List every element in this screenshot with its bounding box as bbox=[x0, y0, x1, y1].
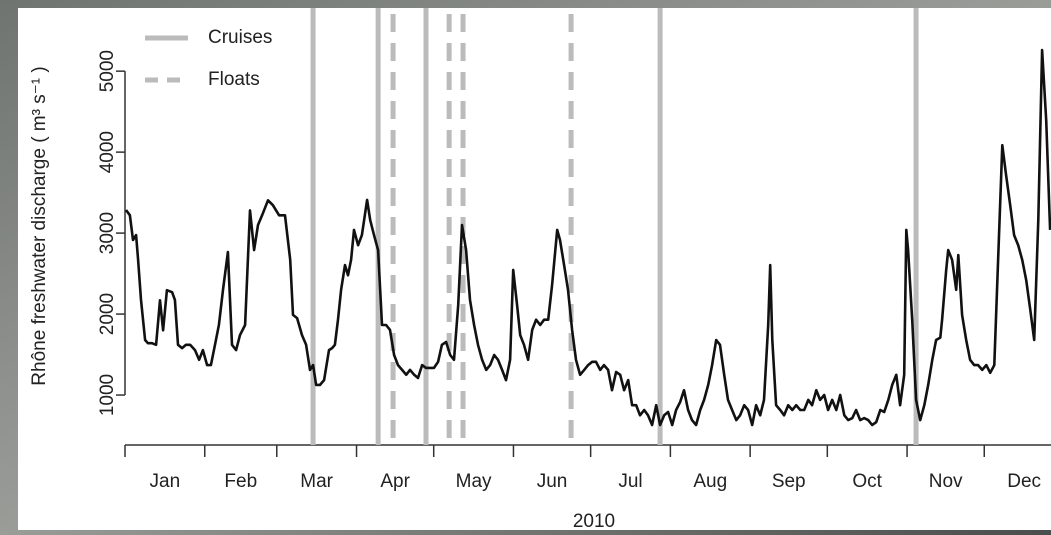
x-tick-label: Aug bbox=[693, 471, 727, 492]
chart-panel bbox=[18, 8, 1051, 530]
x-tick-label: Feb bbox=[224, 471, 257, 492]
x-tick-label: Nov bbox=[929, 471, 963, 492]
y-tick-label: 1000 bbox=[97, 374, 118, 416]
y-tick-label: 2000 bbox=[97, 293, 118, 335]
x-tick-label: Jul bbox=[618, 471, 642, 492]
x-tick-label: Dec bbox=[1007, 471, 1041, 492]
x-tick-label: Sep bbox=[772, 471, 806, 492]
y-axis-title: Rhône freshwater discharge ( m³ s⁻¹ ) bbox=[29, 66, 50, 385]
y-tick-label: 3000 bbox=[97, 212, 118, 254]
discharge-line bbox=[124, 48, 1051, 427]
x-tick-label: Oct bbox=[852, 471, 882, 492]
x-axis-title: 2010 bbox=[573, 511, 615, 532]
y-tick-label: 4000 bbox=[97, 131, 118, 173]
legend-label: Cruises bbox=[208, 27, 272, 48]
x-tick-label: Jun bbox=[537, 471, 568, 492]
legend-label: Floats bbox=[208, 69, 260, 90]
x-tick-label: Mar bbox=[300, 471, 333, 492]
x-tick-label: Apr bbox=[380, 471, 410, 492]
y-tick-label: 5000 bbox=[97, 50, 118, 92]
x-tick-label: Jan bbox=[150, 471, 181, 492]
x-tick-label: May bbox=[456, 471, 492, 492]
